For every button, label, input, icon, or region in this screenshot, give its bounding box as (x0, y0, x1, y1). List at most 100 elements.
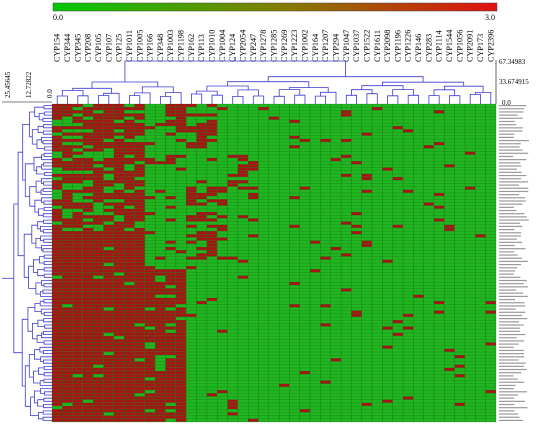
heatmap-cell (186, 263, 197, 266)
heatmap-cell (227, 393, 238, 397)
heatmap-cell (155, 208, 166, 212)
heatmap-cell (310, 371, 321, 374)
column-dendrogram-branch (407, 94, 419, 104)
heatmap-cell (392, 148, 403, 152)
heatmap-cell (155, 358, 166, 362)
heatmap-cell (465, 266, 476, 270)
heatmap-cell (372, 329, 383, 333)
heatmap-cell (320, 291, 331, 295)
heatmap-cell (320, 320, 331, 324)
heatmap-cell (465, 212, 476, 215)
heatmap-cell (144, 294, 155, 298)
heatmap-cell (155, 326, 166, 330)
heatmap-cell (248, 418, 259, 422)
heatmap-cell (475, 224, 486, 228)
heatmap-cell (423, 326, 434, 330)
heatmap-cell (134, 170, 145, 174)
heatmap-cell (289, 412, 300, 416)
heatmap-cell (475, 406, 486, 409)
heatmap-cell (248, 313, 259, 317)
heatmap-cell (237, 345, 248, 349)
heatmap-cell (289, 348, 300, 352)
heatmap-cell (144, 409, 155, 413)
heatmap-cell (206, 132, 217, 136)
heatmap-cell (268, 183, 279, 187)
heatmap-cell (330, 310, 341, 314)
heatmap-cell (372, 402, 383, 406)
heatmap-cell (268, 294, 279, 298)
row-label (499, 111, 524, 113)
heatmap-cell (155, 393, 166, 397)
heatmap-cell (144, 116, 155, 120)
heatmap-cell (93, 215, 104, 219)
heatmap-cell (258, 383, 269, 387)
heatmap-cell (103, 148, 114, 152)
heatmap-cell (62, 374, 73, 378)
heatmap-cell (72, 317, 83, 320)
heatmap-cell (361, 399, 372, 403)
heatmap-cell (237, 364, 248, 368)
heatmap-cell (372, 218, 383, 222)
heatmap-cell (465, 412, 476, 416)
heatmap-cell (248, 158, 259, 161)
heatmap-cell (155, 183, 166, 187)
heatmap-cell (268, 186, 279, 190)
heatmap-cell (155, 275, 166, 279)
heatmap-cell (237, 224, 248, 228)
heatmap-cell (475, 126, 486, 130)
heatmap-cell (186, 164, 197, 168)
heatmap-cell (434, 263, 445, 266)
heatmap-cell (279, 288, 290, 292)
heatmap-cell (134, 266, 145, 270)
heatmap-cell (103, 250, 114, 254)
heatmap-cell (403, 126, 414, 130)
heatmap-cell (330, 304, 341, 308)
heatmap-cell (93, 116, 104, 120)
heatmap-cell (444, 180, 455, 184)
heatmap-cell (392, 304, 403, 308)
heatmap-cell (52, 228, 63, 231)
row-label (499, 206, 514, 208)
heatmap-cell (186, 374, 197, 378)
heatmap-cell (227, 180, 238, 184)
heatmap-cell (423, 313, 434, 317)
heatmap-cell (475, 218, 486, 222)
heatmap-cell (465, 358, 476, 362)
heatmap-cell (465, 180, 476, 184)
row-dendrogram-branch (44, 172, 52, 176)
heatmap-cell (289, 231, 300, 235)
row-label (499, 197, 526, 199)
heatmap-cell (62, 107, 73, 111)
heatmap-cell (186, 154, 197, 158)
heatmap-cell (165, 193, 176, 196)
heatmap-cell (196, 301, 207, 305)
heatmap-cell (279, 364, 290, 368)
heatmap-cell (113, 212, 124, 215)
heatmap-cell (351, 205, 362, 209)
heatmap-cell (423, 189, 434, 193)
heatmap-cell (93, 221, 104, 225)
heatmap-cell (361, 323, 372, 327)
row-label (499, 136, 515, 138)
heatmap-cell (434, 304, 445, 308)
heatmap-cell (475, 377, 486, 381)
heatmap-cell (237, 196, 248, 200)
heatmap-cell (341, 158, 352, 161)
heatmap-cell (485, 399, 496, 403)
heatmap-cell (320, 129, 331, 133)
heatmap-cell (268, 107, 279, 111)
row-dendrogram-branch (43, 273, 52, 278)
heatmap-cell (258, 180, 269, 184)
heatmap-cell (289, 151, 300, 155)
heatmap-cell (155, 374, 166, 378)
heatmap-cell (72, 412, 83, 416)
heatmap-cell (454, 231, 465, 235)
heatmap-cell (475, 154, 486, 158)
heatmap-cell (392, 110, 403, 114)
heatmap-cell (423, 247, 434, 250)
heatmap-cell (330, 158, 341, 161)
heatmap-cell (361, 387, 372, 390)
heatmap-cell (52, 212, 63, 215)
heatmap-cell (289, 297, 300, 301)
heatmap-cell (124, 288, 135, 292)
